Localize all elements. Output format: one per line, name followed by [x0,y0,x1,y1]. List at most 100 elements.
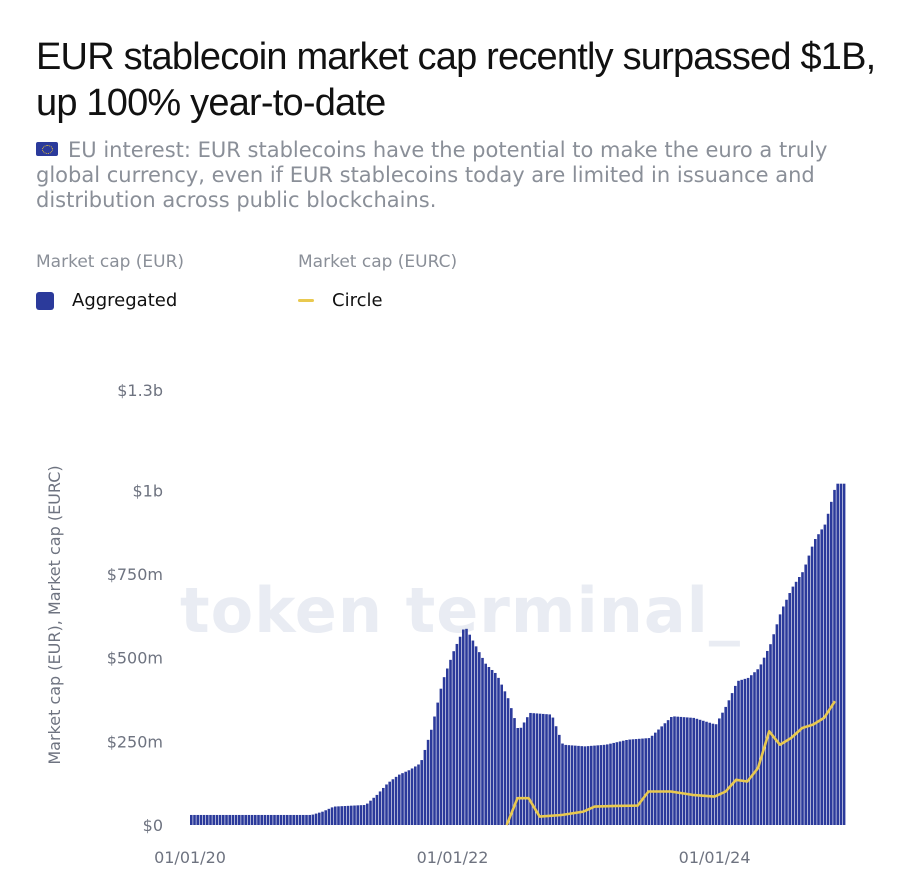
aggregated-bar [826,513,830,825]
aggregated-bar [711,723,715,825]
aggregated-bar [663,723,667,825]
aggregated-bar [209,814,212,825]
aggregated-bar [788,593,791,825]
aggregated-bar [529,712,532,825]
aggregated-bar [756,669,759,825]
aggregated-bar [618,741,622,825]
aggregated-bar [449,659,452,825]
aggregated-bar [542,713,545,825]
aggregated-bar [638,738,641,825]
aggregated-bar [385,784,388,825]
y-axis-ticks: $0 $250m $500m $750m $1b $1.3b [107,381,163,835]
aggregated-bar [254,814,257,825]
aggregated-bar [302,814,305,825]
aggregated-bar [666,720,670,825]
aggregated-bar [340,806,343,825]
aggregated-bar [759,664,763,825]
aggregated-bar [394,776,398,825]
legend-label: Circle [332,290,383,311]
aggregated-bar [775,624,779,825]
aggregated-bar [378,791,382,825]
aggregated-bar [260,814,263,825]
aggregated-bar [727,700,731,825]
aggregated-bar [490,669,494,825]
aggregated-bar [305,814,308,825]
y-tick-label: $1.3b [117,381,163,400]
legend-circle[interactable]: Market cap (EURC) Circle [298,252,457,311]
aggregated-bar [462,629,465,825]
aggregated-bar [625,740,628,825]
aggregated-bar [439,688,443,825]
aggregated-bar [404,771,407,825]
market-cap-chart: token terminal_ $0 $250m $500m $750m $1b $1.3… [45,381,846,867]
aggregated-bar [324,810,327,825]
aggregated-bar [817,534,820,825]
aggregated-bar [410,768,414,825]
aggregated-bar [647,738,651,825]
aggregated-bar [772,634,775,825]
aggregated-bar [590,745,593,825]
aggregated-bar [276,814,279,825]
aggregated-bar [353,805,356,825]
aggregated-bar [798,577,801,825]
aggregated-bar [433,716,436,825]
aggregated-bar [286,814,289,825]
aggregated-bar [740,679,743,825]
aggregated-bar [522,722,526,825]
aggregated-bar [750,675,753,825]
aggregated-bar [695,718,699,825]
aggregated-bar [602,744,606,825]
aggregated-bar [318,812,321,825]
aggregated-bar [842,483,846,825]
aggregated-bar [650,735,654,825]
aggregated-bar [417,764,420,825]
aggregated-bar [497,677,500,825]
legend-aggregated[interactable]: Market cap (EUR) Aggregated [36,252,184,311]
aggregated-bar [244,814,247,825]
aggregated-bar [215,814,219,825]
aggregated-bar [526,717,529,825]
legend-entry[interactable]: Circle [298,290,457,311]
x-axis-ticks: 01/01/20 01/01/22 01/01/24 [154,848,750,867]
aggregated-bar [241,814,244,825]
y-tick-label: $250m [107,732,163,751]
aggregated-bar [494,672,497,825]
aggregated-bar [487,667,491,825]
aggregated-bar [279,814,283,825]
y-axis-title: Market cap (EUR), Market cap (EURC) [45,465,64,764]
aggregated-bar [510,708,513,825]
subtitle-text: EU interest: EUR stablecoins have the po… [36,138,828,212]
aggregated-bar [702,720,705,825]
aggregated-bar [554,726,558,825]
aggregated-bar [609,743,612,825]
legend-label: Aggregated [72,290,178,311]
watermark: token terminal_ [180,574,741,647]
aggregated-bar [190,814,193,825]
aggregated-bar [814,539,817,825]
aggregated-bar [561,743,564,825]
legend-entry[interactable]: Aggregated [36,290,184,311]
aggregated-bar [202,814,206,825]
aggregated-bar [644,738,647,825]
aggregated-bar [282,814,286,825]
aggregated-bar [810,546,814,825]
aggregated-bar [401,773,404,825]
aggregated-bar [516,728,519,825]
aggregated-bar [654,732,657,825]
aggregated-bar [746,677,750,825]
aggregated-bar [612,742,615,825]
aggregated-bar [231,814,235,825]
aggregated-bar [545,714,548,825]
aggregated-bar [289,814,292,825]
aggregated-bar [580,746,583,825]
aggregated-bar [382,787,385,825]
aggregated-bar [791,586,795,825]
aggregated-bar [446,668,449,825]
aggregated-bar [599,745,603,825]
aggregated-bar [295,814,299,825]
aggregated-bar [574,745,577,825]
aggregated-bar [218,814,222,825]
aggregated-bar [356,805,359,825]
aggregated-bar [468,634,471,825]
aggregated-bar [250,814,254,825]
